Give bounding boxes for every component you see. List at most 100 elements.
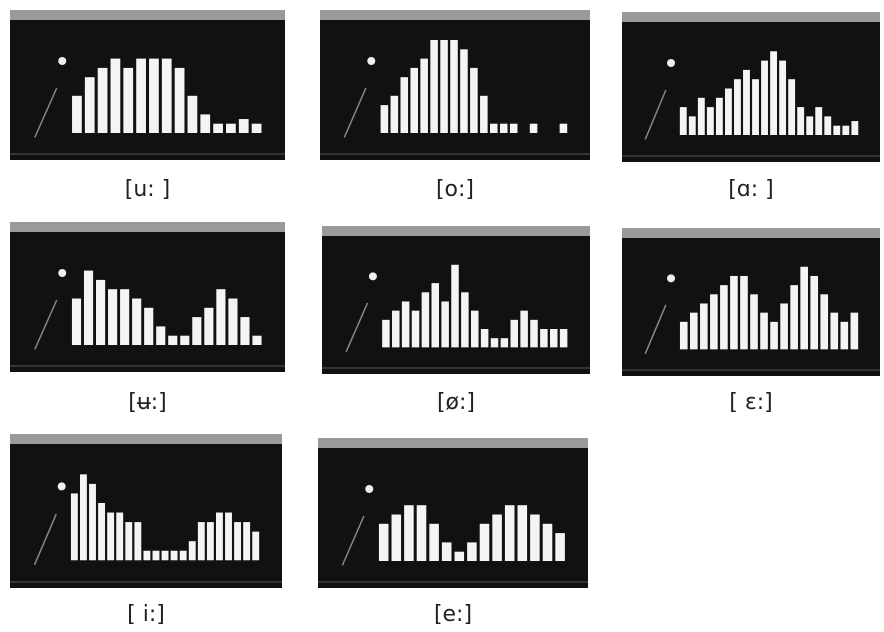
bar bbox=[144, 308, 153, 345]
bar bbox=[420, 59, 428, 133]
bar bbox=[240, 317, 249, 345]
bar bbox=[132, 299, 141, 346]
bar bbox=[89, 484, 96, 560]
screen-top-strip bbox=[10, 222, 285, 232]
bar bbox=[252, 532, 259, 561]
bar bbox=[213, 124, 223, 133]
bar bbox=[392, 515, 402, 562]
bar bbox=[806, 116, 813, 135]
indicator-dot bbox=[367, 57, 375, 65]
bar bbox=[501, 338, 509, 347]
phoneme-label: [o:] bbox=[436, 177, 474, 202]
screen-frame bbox=[10, 222, 285, 372]
bar bbox=[734, 79, 741, 135]
indicator-dot bbox=[58, 57, 66, 65]
bar bbox=[171, 551, 178, 561]
bar bbox=[429, 524, 439, 561]
bar bbox=[189, 541, 196, 560]
indicator-dot bbox=[365, 485, 373, 493]
bar bbox=[422, 292, 430, 347]
bar bbox=[743, 70, 750, 135]
bar bbox=[480, 96, 488, 133]
bar bbox=[228, 299, 237, 346]
bar bbox=[824, 116, 831, 135]
bar bbox=[471, 311, 479, 348]
bar bbox=[779, 61, 786, 135]
bar bbox=[410, 68, 418, 133]
bar bbox=[153, 551, 160, 561]
bar bbox=[788, 79, 795, 135]
bar bbox=[402, 301, 410, 347]
bar bbox=[680, 107, 687, 135]
bar bbox=[392, 311, 400, 348]
indicator-dot bbox=[667, 59, 675, 67]
bar bbox=[96, 280, 105, 345]
bar bbox=[168, 336, 177, 345]
bar bbox=[162, 551, 169, 561]
indicator-dot bbox=[369, 272, 377, 280]
bar bbox=[840, 322, 848, 350]
bar bbox=[243, 522, 250, 560]
screen-top-strip bbox=[622, 228, 880, 238]
screen-top-strip bbox=[320, 10, 590, 20]
bar bbox=[71, 493, 78, 560]
bar bbox=[417, 505, 427, 561]
bar bbox=[750, 294, 758, 349]
bar bbox=[252, 124, 262, 133]
indicator-dot bbox=[58, 482, 66, 490]
bar bbox=[770, 51, 777, 135]
bar bbox=[455, 552, 465, 561]
bar bbox=[412, 311, 420, 348]
bar bbox=[180, 336, 189, 345]
bar bbox=[851, 313, 859, 350]
bar bbox=[180, 551, 187, 561]
bar bbox=[400, 77, 408, 133]
bar bbox=[555, 533, 565, 561]
bar bbox=[790, 285, 798, 349]
bar bbox=[530, 515, 540, 562]
bar bbox=[450, 40, 458, 133]
bar bbox=[760, 313, 768, 350]
bar bbox=[234, 522, 241, 560]
bar bbox=[116, 513, 123, 561]
bar bbox=[225, 513, 232, 561]
bar bbox=[707, 107, 714, 135]
bar bbox=[432, 283, 440, 347]
bar bbox=[80, 474, 87, 560]
bar bbox=[381, 105, 389, 133]
bar bbox=[72, 96, 82, 133]
bar bbox=[710, 294, 718, 349]
screen-top-strip bbox=[322, 226, 590, 236]
bar bbox=[162, 59, 172, 133]
bar bbox=[490, 124, 498, 133]
bar bbox=[134, 522, 141, 560]
bar bbox=[391, 96, 399, 133]
bar bbox=[842, 126, 849, 135]
bar bbox=[216, 513, 223, 561]
bar bbox=[833, 126, 840, 135]
phoneme-label: [ɑ: ] bbox=[728, 177, 774, 202]
screen-top-strip bbox=[10, 434, 282, 444]
bar bbox=[467, 542, 477, 561]
bar bbox=[810, 276, 818, 349]
bar bbox=[530, 320, 538, 348]
bar bbox=[500, 124, 508, 133]
figure: [u: ][o:][ɑ: ][ʉ:][ø:][ ɛ:][ i:][e:] bbox=[0, 0, 884, 632]
phoneme-label: [ ɛ:] bbox=[729, 390, 772, 415]
bar bbox=[175, 68, 185, 133]
bar bbox=[752, 79, 759, 135]
bar bbox=[441, 301, 449, 347]
bar bbox=[460, 49, 468, 133]
bar bbox=[530, 124, 538, 133]
bar bbox=[510, 124, 518, 133]
bar bbox=[543, 524, 553, 561]
phoneme-label: [e:] bbox=[434, 602, 472, 627]
bar bbox=[440, 40, 448, 133]
bar bbox=[689, 116, 696, 135]
bar bbox=[698, 98, 705, 135]
screen-frame bbox=[10, 10, 285, 160]
bar bbox=[72, 299, 81, 346]
bar bbox=[123, 68, 133, 133]
bar bbox=[84, 271, 93, 345]
bar bbox=[111, 59, 121, 133]
